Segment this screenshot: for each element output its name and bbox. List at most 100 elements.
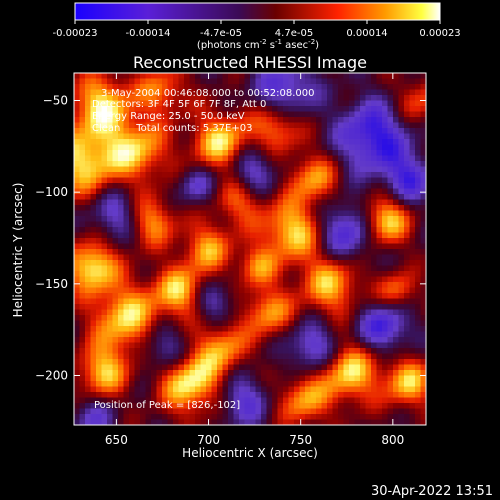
- heatmap-cell: [101, 403, 108, 410]
- heatmap-cell: [365, 117, 372, 124]
- heatmap-cell: [96, 364, 103, 371]
- heatmap-cell: [393, 381, 400, 388]
- heatmap-cell: [112, 353, 119, 360]
- heatmap-cell: [217, 155, 224, 162]
- heatmap-cell: [310, 326, 317, 333]
- heatmap-cell: [338, 370, 345, 377]
- heatmap-cell: [277, 227, 284, 234]
- heatmap-cell: [349, 414, 356, 421]
- heatmap-cell: [151, 249, 158, 256]
- heatmap-cell: [266, 210, 273, 217]
- heatmap-cell: [85, 331, 92, 338]
- heatmap-cell: [134, 144, 141, 151]
- heatmap-cell: [151, 166, 158, 173]
- heatmap-cell: [123, 342, 130, 349]
- heatmap-cell: [178, 194, 185, 201]
- heatmap-cell: [299, 111, 306, 118]
- heatmap-cell: [239, 150, 246, 157]
- heatmap-cell: [162, 326, 169, 333]
- heatmap-cell: [420, 249, 426, 256]
- heatmap-cell: [261, 89, 268, 96]
- heatmap-cell: [222, 381, 229, 388]
- heatmap-cell: [376, 315, 383, 322]
- heatmap-cell: [74, 89, 81, 96]
- heatmap-cell: [338, 353, 345, 360]
- heatmap-cell: [338, 364, 345, 371]
- heatmap-cell: [310, 188, 317, 195]
- heatmap-cell: [90, 194, 97, 201]
- heatmap-cell: [217, 216, 224, 223]
- heatmap-cell: [145, 183, 152, 190]
- heatmap-cell: [167, 95, 174, 102]
- heatmap-cell: [90, 111, 97, 118]
- heatmap-cell: [409, 221, 416, 228]
- heatmap-cell: [349, 348, 356, 355]
- heatmap-cell: [376, 397, 383, 404]
- heatmap-cell: [266, 100, 273, 107]
- heatmap-cell: [321, 282, 328, 289]
- heatmap-cell: [294, 276, 301, 283]
- heatmap-cell: [272, 304, 279, 311]
- heatmap-cell: [145, 210, 152, 217]
- heatmap-cell: [101, 293, 108, 300]
- heatmap-cell: [145, 199, 152, 206]
- heatmap-cell: [288, 408, 295, 415]
- heatmap-cell: [123, 227, 130, 234]
- heatmap-cell: [305, 139, 312, 146]
- heatmap-cell: [310, 210, 317, 217]
- heatmap-cell: [409, 133, 416, 140]
- heatmap-cell: [261, 348, 268, 355]
- heatmap-cell: [365, 161, 372, 168]
- heatmap-cell: [316, 84, 323, 91]
- heatmap-cell: [211, 276, 218, 283]
- heatmap-cell: [112, 265, 119, 272]
- heatmap-cell: [272, 414, 279, 421]
- heatmap-cell: [305, 95, 312, 102]
- heatmap-cell: [129, 419, 136, 425]
- heatmap-cell: [371, 337, 378, 344]
- heatmap-cell: [162, 337, 169, 344]
- heatmap-cell: [162, 172, 169, 179]
- heatmap-cell: [134, 381, 141, 388]
- heatmap-cell: [371, 348, 378, 355]
- heatmap-cell: [74, 249, 81, 256]
- heatmap-cell: [250, 337, 257, 344]
- heatmap-cell: [96, 260, 103, 267]
- heatmap-cell: [206, 216, 213, 223]
- heatmap-cell: [184, 111, 191, 118]
- heatmap-cell: [206, 392, 213, 399]
- heatmap-cell: [272, 194, 279, 201]
- heatmap-cell: [206, 249, 213, 256]
- heatmap-cell: [123, 199, 130, 206]
- heatmap-cell: [283, 353, 290, 360]
- heatmap-cell: [195, 282, 202, 289]
- heatmap-cell: [288, 331, 295, 338]
- heatmap-cell: [327, 260, 334, 267]
- heatmap-cell: [365, 403, 372, 410]
- heatmap-cell: [349, 232, 356, 239]
- heatmap-cell: [327, 205, 334, 212]
- heatmap-cell: [85, 166, 92, 173]
- heatmap-cell: [222, 370, 229, 377]
- heatmap-cell: [305, 111, 312, 118]
- heatmap-cell: [266, 249, 273, 256]
- heatmap-cell: [332, 216, 339, 223]
- heatmap-cell: [261, 287, 268, 294]
- heatmap-cell: [123, 408, 130, 415]
- heatmap-cell: [140, 188, 147, 195]
- heatmap-cell: [404, 227, 411, 234]
- heatmap-cell: [404, 122, 411, 129]
- heatmap-cell: [371, 177, 378, 184]
- heatmap-cell: [101, 227, 108, 234]
- heatmap-cell: [299, 370, 306, 377]
- heatmap-cell: [134, 414, 141, 421]
- heatmap-cell: [244, 238, 251, 245]
- heatmap-cell: [129, 238, 136, 245]
- y-tick-label: −150: [35, 277, 68, 291]
- heatmap-cell: [162, 227, 169, 234]
- heatmap-cell: [101, 359, 108, 366]
- heatmap-cell: [118, 117, 125, 124]
- heatmap-cell: [288, 106, 295, 113]
- heatmap-cell: [393, 271, 400, 278]
- heatmap-cell: [294, 370, 301, 377]
